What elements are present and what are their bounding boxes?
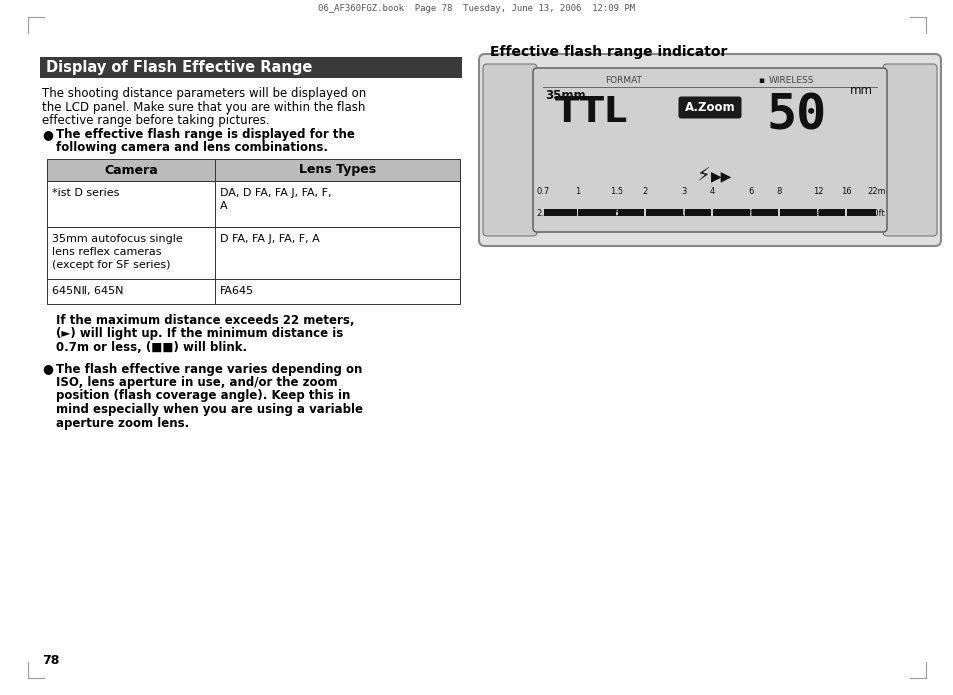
Text: The effective flash range is displayed for the: The effective flash range is displayed f… (56, 128, 355, 141)
Bar (751, 209, 778, 216)
Text: Lens Types: Lens Types (298, 163, 375, 177)
Text: 70ft: 70ft (868, 209, 884, 218)
Text: ▪: ▪ (758, 76, 763, 85)
Bar (617, 209, 643, 216)
Bar (578, 209, 616, 216)
Text: position (flash coverage angle). Keep this in: position (flash coverage angle). Keep th… (56, 389, 350, 402)
Text: 20: 20 (745, 209, 756, 218)
Text: 0.7: 0.7 (536, 187, 549, 196)
Text: 10: 10 (678, 209, 688, 218)
Text: Camera: Camera (104, 163, 157, 177)
Text: 1.5: 1.5 (610, 187, 622, 196)
Text: 50: 50 (765, 92, 825, 140)
Text: 12: 12 (812, 187, 822, 196)
Text: (except for SF series): (except for SF series) (52, 260, 171, 270)
Text: FA645: FA645 (220, 286, 253, 296)
Text: A: A (220, 201, 228, 211)
Bar (47, 181, 459, 227)
Text: 0.7m or less, (■■) will blink.: 0.7m or less, (■■) will blink. (56, 341, 247, 354)
Text: 16: 16 (840, 187, 851, 196)
Text: WIRELESS: WIRELESS (768, 76, 814, 85)
Text: Effective flash range indicator: Effective flash range indicator (490, 45, 726, 59)
Bar (712, 209, 750, 216)
Bar (684, 209, 710, 216)
Bar (779, 209, 817, 216)
Bar (819, 209, 844, 216)
Text: 5: 5 (614, 209, 618, 218)
Text: mind especially when you are using a variable: mind especially when you are using a var… (56, 403, 363, 416)
Text: The shooting distance parameters will be displayed on: The shooting distance parameters will be… (42, 87, 366, 100)
Bar (40, 57, 461, 78)
Text: 2: 2 (641, 187, 647, 196)
Text: aperture zoom lens.: aperture zoom lens. (56, 416, 189, 430)
Text: 3: 3 (680, 187, 686, 196)
Bar (846, 209, 875, 216)
Text: 35mm autofocus single: 35mm autofocus single (52, 234, 183, 244)
Text: ●: ● (42, 128, 52, 141)
Text: FORMAT: FORMAT (604, 76, 641, 85)
Text: *ist D series: *ist D series (52, 188, 119, 198)
Text: the LCD panel. Make sure that you are within the flash: the LCD panel. Make sure that you are wi… (42, 101, 365, 113)
Text: 06_AF360FGZ.book  Page 78  Tuesday, June 13, 2006  12:09 PM: 06_AF360FGZ.book Page 78 Tuesday, June 1… (318, 4, 635, 13)
Text: ●: ● (42, 363, 52, 375)
Text: DA, D FA, FA J, FA, F,: DA, D FA, FA J, FA, F, (220, 188, 331, 198)
Text: 6: 6 (748, 187, 753, 196)
Text: 8: 8 (776, 187, 781, 196)
Text: 22m: 22m (867, 187, 885, 196)
FancyBboxPatch shape (882, 64, 936, 236)
Bar (47, 159, 459, 181)
Text: The flash effective range varies depending on: The flash effective range varies dependi… (56, 363, 362, 375)
Text: 35mm: 35mm (544, 89, 585, 102)
Text: (►) will light up. If the minimum distance is: (►) will light up. If the minimum distan… (56, 327, 343, 341)
Text: mm: mm (849, 84, 872, 97)
FancyBboxPatch shape (533, 68, 886, 232)
Bar (47, 227, 459, 279)
Text: ISO, lens aperture in use, and/or the zoom: ISO, lens aperture in use, and/or the zo… (56, 376, 337, 389)
Text: A.Zoom: A.Zoom (684, 101, 735, 114)
Text: 40: 40 (812, 209, 822, 218)
Text: 645NⅡ, 645N: 645NⅡ, 645N (52, 286, 123, 296)
Text: 78: 78 (42, 654, 59, 667)
Text: ⚡: ⚡ (696, 167, 709, 186)
FancyBboxPatch shape (478, 54, 940, 246)
Text: TTL: TTL (555, 95, 627, 129)
Text: D FA, FA J, FA, F, A: D FA, FA J, FA, F, A (220, 234, 319, 244)
Text: effective range before taking pictures.: effective range before taking pictures. (42, 114, 270, 127)
Text: 2.3: 2.3 (536, 209, 549, 218)
FancyBboxPatch shape (678, 97, 740, 119)
Bar (47, 279, 459, 304)
Bar (645, 209, 682, 216)
Text: 4: 4 (708, 187, 714, 196)
Text: lens reflex cameras: lens reflex cameras (52, 247, 161, 257)
Text: If the maximum distance exceeds 22 meters,: If the maximum distance exceeds 22 meter… (56, 314, 355, 327)
Text: following camera and lens combinations.: following camera and lens combinations. (56, 142, 328, 154)
Text: ▶▶: ▶▶ (710, 169, 731, 183)
FancyBboxPatch shape (482, 64, 537, 236)
Text: 1: 1 (575, 187, 579, 196)
Bar (543, 209, 577, 216)
Text: Display of Flash Effective Range: Display of Flash Effective Range (46, 60, 312, 75)
